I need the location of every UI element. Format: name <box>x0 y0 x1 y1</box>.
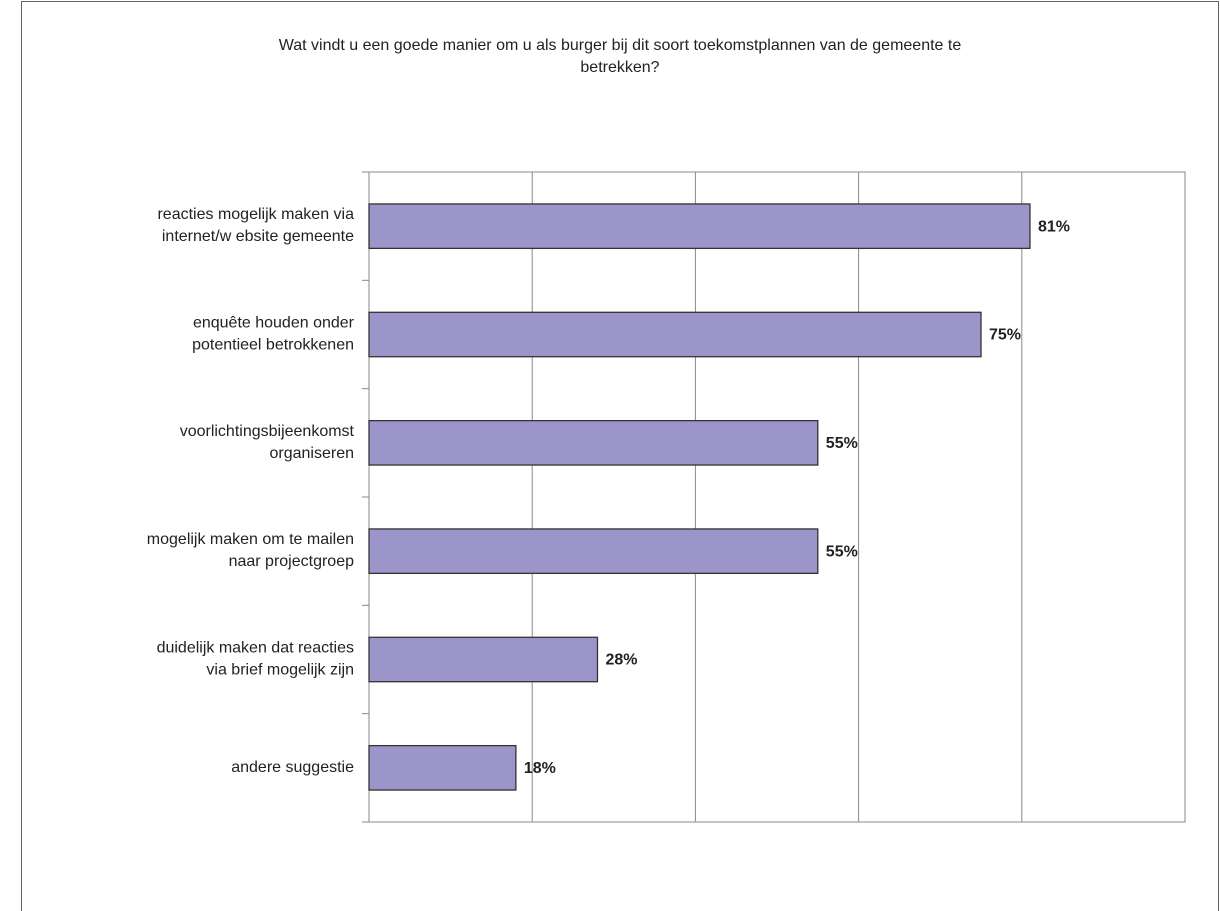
category-line: organiseren <box>270 445 355 462</box>
category-line: voorlichtingsbijeenkomst <box>180 423 355 440</box>
category-line: mogelijk maken om te mailen <box>147 531 354 548</box>
data-label: 55% <box>826 543 858 560</box>
category-label: duidelijk maken dat reacties via brief mo… <box>157 640 354 679</box>
category-label: enquête houden onder potentieel betrokken… <box>192 315 355 354</box>
category-label: mogelijk maken om te mailen naar projectg… <box>147 531 354 570</box>
data-label: 75% <box>989 327 1021 344</box>
data-label: 18% <box>524 760 556 777</box>
category-line: naar projectgroep <box>229 553 355 570</box>
bar <box>368 744 517 791</box>
plot-area <box>368 171 1186 823</box>
bar <box>368 419 819 466</box>
title-line: betrekken? <box>580 59 659 76</box>
data-label: 55% <box>826 435 858 452</box>
category-line: duidelijk maken dat reacties <box>157 640 354 657</box>
category-line: reacties mogelijk maken via <box>157 206 354 223</box>
bar <box>368 311 982 358</box>
category-line: enquête houden onder <box>193 315 355 332</box>
frame <box>21 1 1219 911</box>
category-label: voorlichtingsbijeenkomst organiseren <box>180 423 355 462</box>
title-line: Wat vindt u een goede manier om u als bu… <box>279 37 962 54</box>
category-label: reacties mogelijk maken via internet/w eb… <box>157 206 354 245</box>
category-line: via brief mogelijk zijn <box>206 662 354 679</box>
bar <box>368 636 599 683</box>
category-label: andere suggestie <box>231 759 354 776</box>
category-line: potentieel betrokkenen <box>192 337 354 354</box>
category-line: andere suggestie <box>231 759 354 776</box>
data-label: 28% <box>605 652 637 669</box>
chart-title: Wat vindt u een goede manier om u als bu… <box>279 37 962 76</box>
bar <box>368 203 1031 250</box>
data-label: 81% <box>1038 218 1070 235</box>
category-line: internet/w ebsite gemeente <box>162 228 354 245</box>
bar <box>368 528 819 575</box>
